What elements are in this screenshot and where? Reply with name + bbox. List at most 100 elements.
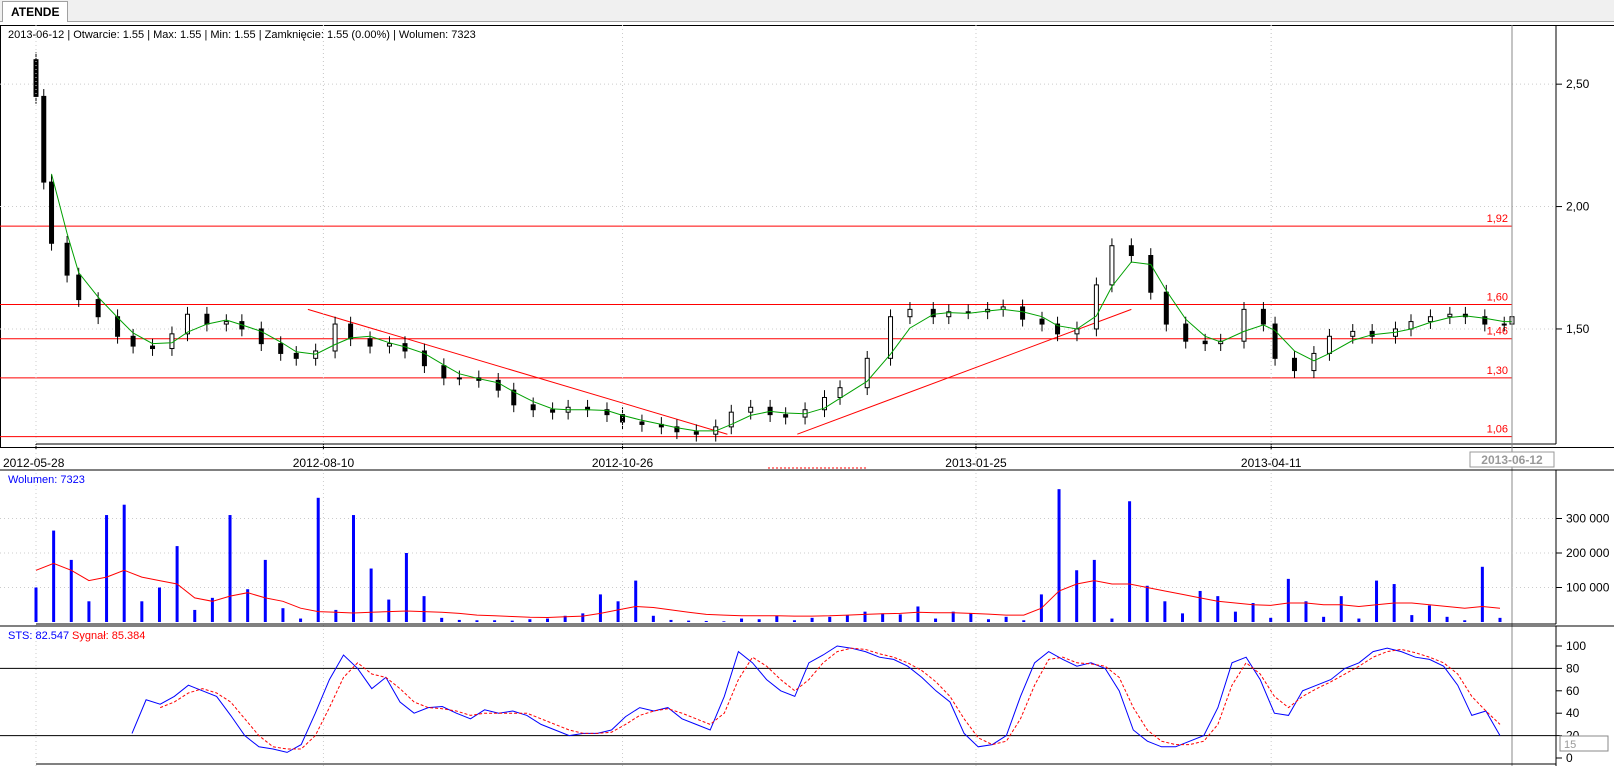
volume-bar: [1304, 601, 1307, 622]
candle-body: [116, 317, 120, 337]
volume-bar: [793, 620, 796, 622]
chart-svg[interactable]: 1,921,601,461,301,06 2,502,001,50 2012-0…: [0, 22, 1614, 766]
volume-bar: [264, 560, 267, 622]
tab-atende[interactable]: ATENDE: [2, 1, 68, 22]
candle-body: [65, 243, 69, 275]
volume-bar: [281, 608, 284, 622]
volume-bar: [987, 619, 990, 622]
x-tick-label: 2012-05-28: [3, 456, 65, 470]
price-grid: [0, 25, 1556, 444]
candle-body: [531, 405, 535, 410]
candle-body: [185, 314, 189, 334]
volume-bar: [828, 617, 831, 622]
volume-bar: [599, 594, 602, 622]
volume-bar: [1463, 620, 1466, 622]
candle-body: [1428, 317, 1432, 322]
sts-line: [132, 646, 1500, 752]
volume-bar: [352, 515, 355, 622]
candle-body: [551, 410, 555, 412]
signal-label: Sygnał: 85.384: [72, 630, 145, 642]
volume-bar: [1322, 617, 1325, 622]
volume-bar: [864, 612, 867, 622]
volume-bar: [475, 620, 478, 622]
y-tick-label: 2,00: [1566, 200, 1590, 214]
volume-bar: [1410, 615, 1413, 622]
volume-bar: [934, 619, 937, 622]
candle-body: [131, 336, 135, 346]
volume-bar: [1234, 612, 1237, 622]
volume-bar: [1093, 560, 1096, 622]
candle-body: [1075, 329, 1079, 334]
level-label: 1,06: [1487, 424, 1508, 436]
candle-body: [496, 380, 500, 390]
volume-bar: [899, 614, 902, 622]
cursor-date: 2013-06-12: [1481, 453, 1543, 467]
signal-line: [160, 648, 1500, 749]
candle-body: [1021, 307, 1025, 319]
volume-bar: [528, 619, 531, 622]
volume-bar: [317, 498, 320, 622]
volume-bar: [1446, 617, 1449, 622]
x-tick-label: 2013-01-25: [945, 456, 1007, 470]
volume-bar: [423, 596, 426, 622]
stoch-tick-label: 40: [1566, 706, 1580, 720]
volume-bar: [1428, 605, 1431, 622]
volume-bar: [1146, 586, 1149, 622]
x-tick-label: 2012-10-26: [592, 456, 654, 470]
volume-moving-average: [36, 563, 1500, 617]
volume-bar: [546, 619, 549, 622]
volume-label: Wolumen: 7323: [8, 474, 85, 486]
y-tick-label: 2,50: [1566, 77, 1590, 91]
volume-bar: [705, 621, 708, 622]
volume-bar: [846, 615, 849, 622]
candle-body: [368, 339, 372, 346]
volume-bar: [387, 600, 390, 622]
volume-ma-line: [36, 563, 1500, 617]
candle-body: [640, 422, 644, 424]
volume-bar: [158, 588, 161, 623]
volume-bar: [1075, 570, 1078, 622]
volume-bar: [1216, 596, 1219, 622]
volume-bar: [299, 619, 302, 622]
price-moving-average: [52, 174, 1513, 431]
volume-bar: [687, 621, 690, 622]
x-tick-label: 2012-08-10: [293, 456, 355, 470]
volume-bar: [1357, 619, 1360, 622]
volume-bars: [35, 489, 1502, 622]
stoch-reference-lines: [0, 668, 1556, 735]
volume-bar: [52, 531, 55, 622]
vol-tick-label: 100 000: [1566, 581, 1610, 595]
volume-grid: [0, 25, 1556, 766]
volume-bar: [493, 620, 496, 622]
candle-body: [151, 346, 155, 348]
volume-bar: [758, 619, 761, 622]
volume-bar: [405, 553, 408, 622]
price-trendlines: [308, 309, 1131, 434]
vol-tick-label: 300 000: [1566, 512, 1610, 526]
volume-bar: [1199, 591, 1202, 622]
volume-bar: [229, 515, 232, 622]
candle-body: [1094, 285, 1098, 329]
volume-bar: [722, 621, 725, 622]
volume-bar: [581, 613, 584, 622]
candle-body: [1502, 324, 1506, 325]
sts-label: STS: 82.547: [8, 630, 69, 642]
x-tick-label: 2013-04-11: [1241, 456, 1302, 470]
candle-body: [1149, 256, 1153, 293]
volume-bar: [1269, 618, 1272, 622]
candle-body: [1327, 336, 1331, 353]
volume-bar: [246, 589, 249, 622]
candle-body: [1448, 314, 1452, 316]
candle-body: [1351, 331, 1355, 336]
stoch-tick-label: 0: [1566, 751, 1573, 765]
volume-bar: [1499, 618, 1502, 622]
volume-bar: [1058, 489, 1061, 622]
stoch-period-value: 15: [1564, 739, 1576, 751]
candle-body: [457, 378, 461, 379]
candle-body: [838, 388, 842, 398]
candle-body: [387, 344, 391, 346]
volume-bar: [916, 606, 919, 622]
candle-body: [170, 334, 174, 349]
